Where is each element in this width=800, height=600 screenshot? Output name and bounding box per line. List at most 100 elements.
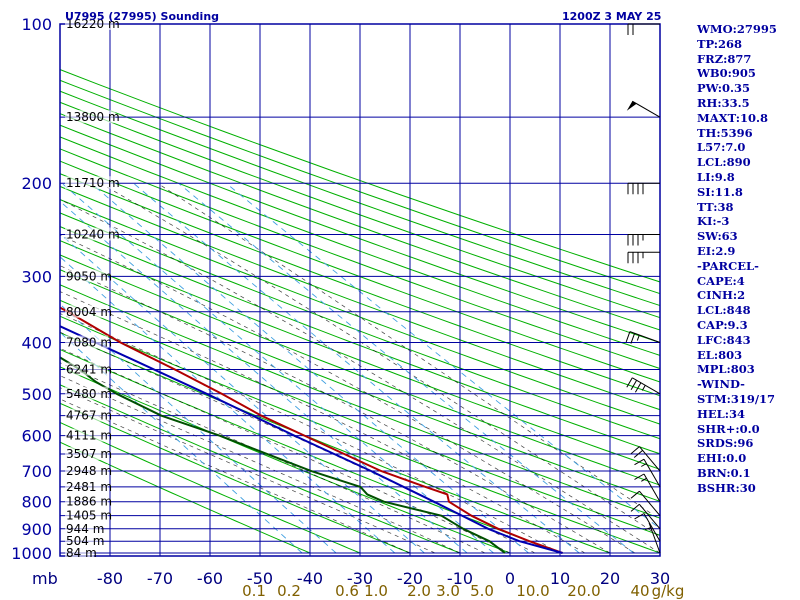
wind-barb-full-flag — [630, 380, 638, 391]
sounding-index-line: CAP:9.3 — [697, 317, 748, 332]
height-level-label: 84 m — [66, 546, 97, 560]
background-grid — [60, 24, 660, 556]
temperature-tick-label: -20 — [397, 569, 423, 588]
mixing-ratio-line — [61, 182, 494, 554]
wind-barb — [630, 490, 661, 517]
wind-barb — [625, 331, 661, 344]
height-label-backdrop — [65, 464, 109, 478]
height-level-label: 2948 m — [66, 464, 112, 478]
wind-barb-staff — [632, 377, 661, 395]
wind-barb — [634, 473, 661, 502]
temperature-tick-label: 10 — [550, 569, 570, 588]
moist-adiabat-line — [60, 291, 586, 554]
sounding-index-line: LFC:843 — [697, 332, 751, 347]
mixing-ratio-line — [60, 303, 337, 554]
height-level-label: 1405 m — [66, 509, 112, 523]
wind-barb-full-flag — [630, 503, 640, 512]
wind-barb-half-flag — [641, 463, 647, 467]
pressure-tick-label: 800 — [21, 493, 52, 512]
height-label-backdrop — [65, 428, 109, 442]
wind-barb-full-flag — [634, 473, 645, 480]
mixing-ratio-tick-label: 5.0 — [470, 582, 494, 600]
mixing-ratio-tick-label: 3.0 — [436, 582, 460, 600]
wind-barb-full-flag — [634, 382, 642, 393]
sounding-index-line: CAPE:4 — [697, 273, 745, 288]
height-level-label: 6241 m — [66, 363, 112, 377]
wind-barb-half-flag — [644, 527, 651, 531]
wind-barb-full-flag — [630, 490, 640, 499]
parcel-profile-line — [60, 325, 563, 554]
wind-barb-full-flag — [633, 450, 643, 458]
wind-barb — [634, 513, 661, 542]
pressure-tick-label: 900 — [21, 520, 52, 539]
wind-barb-full-flag — [625, 331, 631, 343]
sounding-index-line: HEL:34 — [697, 406, 745, 421]
height-level-label: 504 m — [66, 534, 104, 548]
wind-barb — [627, 23, 660, 35]
height-label-backdrop — [65, 386, 109, 400]
mixing-ratio-tick-label: 0.1 — [242, 582, 266, 600]
mixing-ratio-tick-label: 0.2 — [277, 582, 301, 600]
mixing-ratio-line — [60, 331, 303, 554]
height-label-backdrop — [65, 408, 109, 422]
height-label-backdrop — [65, 17, 116, 30]
sounding-index-line: MAXT:10.8 — [697, 110, 768, 125]
moist-adiabat-line — [60, 398, 411, 554]
sounding-index-line: TH:5396 — [697, 125, 753, 140]
wind-barb-half-flag — [641, 385, 646, 391]
sounding-index-line: SHR+:0.0 — [697, 421, 760, 436]
sounding-index-line: LCL:848 — [697, 303, 751, 318]
height-level-label: 2481 m — [66, 480, 112, 494]
sounding-index-line: -WIND- — [697, 377, 745, 392]
wind-barb-staff — [643, 513, 661, 542]
wind-barb — [627, 182, 660, 195]
sounding-index-line: L57:7.0 — [697, 140, 746, 155]
wind-barb — [630, 503, 661, 530]
height-label-backdrop — [65, 494, 109, 508]
height-level-label: 9050 m — [66, 269, 112, 283]
height-label-backdrop — [65, 110, 116, 124]
sounding-index-line: BSHR:30 — [697, 480, 756, 495]
temperature-tick-label: 0 — [505, 569, 515, 588]
temperature-tick-label: -40 — [297, 569, 323, 588]
height-level-label: 16220 m — [66, 17, 120, 31]
height-label-backdrop — [65, 227, 116, 241]
height-level-label: 4767 m — [66, 409, 112, 423]
wind-barbs — [625, 23, 661, 554]
sounding-index-line: TT:38 — [697, 199, 734, 214]
pressure-tick-label: 400 — [21, 333, 52, 352]
dewpoint-profile-line — [60, 356, 506, 554]
height-level-label: 13800 m — [66, 110, 120, 124]
temperature-tick-label: -30 — [347, 569, 373, 588]
wind-barb — [626, 377, 661, 395]
temperature-tick-label: -60 — [197, 569, 223, 588]
wind-barb-half-flag — [636, 334, 640, 341]
wind-barb — [626, 100, 661, 118]
height-label-backdrop — [65, 508, 109, 522]
wind-barb — [627, 251, 660, 264]
sounding-index-line: EL:803 — [697, 347, 743, 362]
temperature-tick-label: -80 — [97, 569, 123, 588]
height-label-backdrop — [65, 534, 101, 548]
wind-barb — [644, 522, 661, 554]
sounding-index-line: RH:33.5 — [697, 95, 750, 110]
chart-title: U7995 (27995) Sounding — [65, 10, 219, 23]
sounding-index-line: EHI:0.0 — [697, 451, 747, 466]
sounding-index-line: STM:319/17 — [697, 391, 776, 406]
wind-barb-full-flag — [634, 513, 645, 520]
pressure-unit-label: mb — [32, 569, 58, 588]
temperature-profile-line — [60, 306, 563, 554]
height-level-label: 10240 m — [66, 228, 120, 242]
sounding-index-line: EI:2.9 — [697, 243, 736, 258]
moist-adiabat-line — [60, 265, 611, 554]
pressure-tick-label: 500 — [21, 385, 52, 404]
moist-adiabat-line — [60, 387, 436, 554]
moist-adiabat-line — [100, 182, 660, 537]
moist-adiabat-line — [60, 347, 511, 554]
pressure-tick-label: 200 — [21, 174, 52, 193]
height-label-backdrop — [65, 521, 101, 535]
sounding-index-line: CINH:2 — [697, 288, 746, 303]
wind-barb-pennant — [626, 101, 637, 111]
mixing-ratio-tick-label: 20.0 — [567, 582, 600, 600]
temperature-tick-label: -50 — [247, 569, 273, 588]
